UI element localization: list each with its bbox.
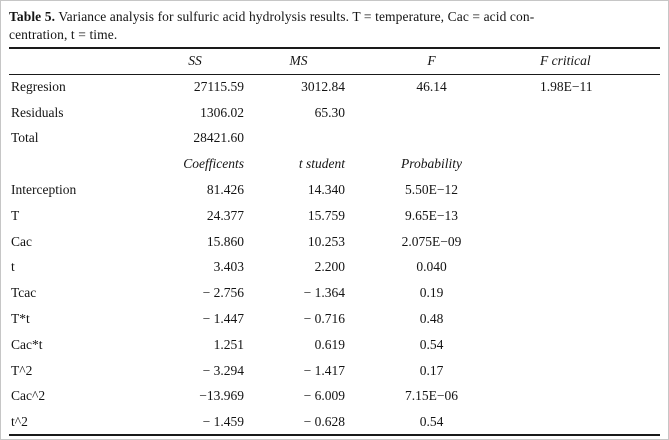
cell-f: 0.54 xyxy=(419,413,444,429)
cell-f: 0.48 xyxy=(419,311,444,327)
cell-ss: 1306.02 xyxy=(200,104,244,120)
row-label: T*t xyxy=(11,311,30,327)
row-label: Total xyxy=(11,130,39,146)
table-row: Cac*t 1.251 0.619 0.54 xyxy=(9,332,660,358)
cell-f: 2.075E−09 xyxy=(401,233,462,249)
cell-f-critical xyxy=(504,126,660,152)
row-label xyxy=(9,151,166,177)
cell-ms: 15.759 xyxy=(307,207,345,223)
cell-ss: − 1.447 xyxy=(202,311,244,327)
cell-ss: 81.426 xyxy=(206,182,244,198)
header-ss: SS xyxy=(166,48,254,75)
cell-ss: − 2.756 xyxy=(202,285,244,301)
row-label: Cac*t xyxy=(11,336,43,352)
table-row: t^2 − 1.459 − 0.628 0.54 xyxy=(9,409,660,435)
table-row: Cac 15.860 10.253 2.075E−09 xyxy=(9,229,660,255)
cell-f: Probability xyxy=(401,156,462,172)
cell-ss: 24.377 xyxy=(206,207,244,223)
cell-f-critical xyxy=(504,100,660,126)
header-ms: MS xyxy=(254,48,359,75)
table-body: Regresion 27115.59 3012.84 46.14 1.98E−1… xyxy=(9,74,660,435)
table-row: t 3.403 2.200 0.040 xyxy=(9,255,660,281)
cell-ss: 15.860 xyxy=(206,233,244,249)
row-label: Tcac xyxy=(11,285,37,301)
cell-ss: −13.969 xyxy=(199,388,244,404)
cell-ss: − 3.294 xyxy=(202,362,244,378)
table-row: T^2 − 3.294 − 1.417 0.17 xyxy=(9,358,660,384)
cell-ss: 27115.59 xyxy=(193,79,244,95)
cell-f: 9.65E−13 xyxy=(405,207,458,223)
table-row: Interception 81.426 14.340 5.50E−12 xyxy=(9,177,660,203)
table-row: Cac^2 −13.969 − 6.009 7.15E−06 xyxy=(9,384,660,410)
cell-ms xyxy=(254,126,359,152)
cell-f xyxy=(359,126,504,152)
cell-f: 5.50E−12 xyxy=(405,182,458,198)
header-f-critical: F critical xyxy=(504,48,660,75)
cell-f: 0.17 xyxy=(419,362,444,378)
cell-f-critical xyxy=(504,255,660,281)
cell-f-critical xyxy=(504,358,660,384)
row-label: Cac^2 xyxy=(11,388,46,404)
cell-ms: − 0.628 xyxy=(303,413,345,429)
cell-f-critical xyxy=(504,409,660,435)
row-label: T xyxy=(11,207,20,223)
table-row: Tcac − 2.756 − 1.364 0.19 xyxy=(9,280,660,306)
cell-f-critical xyxy=(504,203,660,229)
cell-ss: 28421.60 xyxy=(193,130,244,146)
table-caption-line1: Variance analysis for sulfuric acid hydr… xyxy=(58,9,535,24)
header-f: F xyxy=(359,48,504,75)
row-label: Cac xyxy=(11,233,32,249)
header-row: SS MS F F critical xyxy=(9,48,660,75)
table-caption-line2: centration, t = time. xyxy=(9,27,118,42)
cell-ss: 3.403 xyxy=(213,259,244,275)
row-label: t^2 xyxy=(11,413,28,429)
cell-f xyxy=(359,100,504,126)
row-label: T^2 xyxy=(11,362,33,378)
cell-f: 46.14 xyxy=(416,79,447,95)
table-head: SS MS F F critical xyxy=(9,48,660,75)
cell-ms: 2.200 xyxy=(314,259,345,275)
table-caption-label: Table 5. xyxy=(9,9,56,24)
cell-ms: 0.619 xyxy=(314,336,345,352)
table-row: Coefficents t student Probability xyxy=(9,151,660,177)
table-row: T*t − 1.447 − 0.716 0.48 xyxy=(9,306,660,332)
cell-ms: 10.253 xyxy=(307,233,345,249)
cell-f-critical xyxy=(504,177,660,203)
cell-ss: − 1.459 xyxy=(202,413,244,429)
table-row: Regresion 27115.59 3012.84 46.14 1.98E−1… xyxy=(9,74,660,100)
cell-ms: − 1.417 xyxy=(303,362,345,378)
cell-f: 0.040 xyxy=(416,259,447,275)
cell-f-critical xyxy=(504,151,660,177)
cell-ms: − 1.364 xyxy=(303,285,345,301)
table-row: Residuals 1306.02 65.30 xyxy=(9,100,660,126)
cell-f: 0.54 xyxy=(419,336,444,352)
cell-ms: t student xyxy=(298,156,345,172)
cell-ss: 1.251 xyxy=(213,336,244,352)
cell-f-critical xyxy=(504,332,660,358)
table-row: T 24.377 15.759 9.65E−13 xyxy=(9,203,660,229)
cell-ms: 65.30 xyxy=(314,104,345,120)
row-label: Residuals xyxy=(11,104,64,120)
variance-analysis-table: SS MS F F critical Regresion 27115.59 30… xyxy=(9,47,660,437)
cell-f-critical xyxy=(504,229,660,255)
cell-ms: 14.340 xyxy=(307,182,345,198)
cell-f: 0.19 xyxy=(419,285,444,301)
cell-f-critical xyxy=(504,280,660,306)
row-label: t xyxy=(11,259,15,275)
cell-ms: − 0.716 xyxy=(303,311,345,327)
cell-f-critical xyxy=(504,306,660,332)
row-label: Regresion xyxy=(11,79,66,95)
cell-f-critical xyxy=(504,384,660,410)
table-caption: Table 5. Variance analysis for sulfuric … xyxy=(9,8,660,44)
header-blank xyxy=(9,48,166,75)
cell-ms: 3012.84 xyxy=(301,79,345,95)
row-label: Interception xyxy=(11,182,77,198)
cell-f-critical: 1.98E−11 xyxy=(540,79,593,95)
cell-ms: − 6.009 xyxy=(303,388,345,404)
cell-ss: Coefficents xyxy=(183,156,244,172)
cell-f: 7.15E−06 xyxy=(405,388,458,404)
table-row: Total 28421.60 xyxy=(9,126,660,152)
